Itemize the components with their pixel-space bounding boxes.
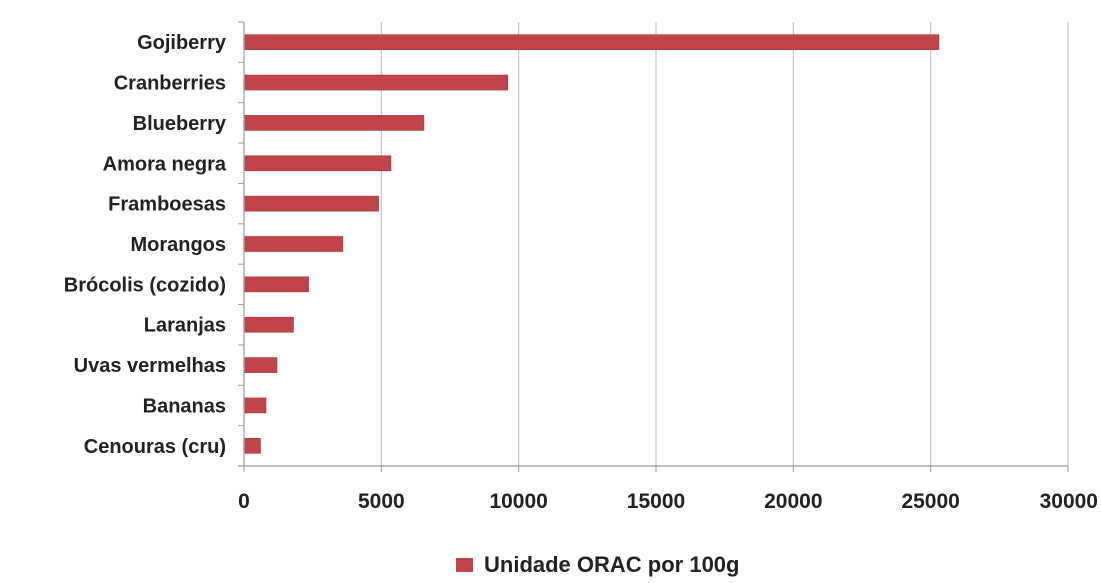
legend-label: Unidade ORAC por 100g bbox=[484, 552, 739, 577]
bar bbox=[244, 357, 278, 373]
category-label: Framboesas bbox=[108, 194, 226, 216]
x-tick-label: 30000 bbox=[1040, 490, 1098, 513]
x-tick-label: 10000 bbox=[489, 490, 547, 513]
x-tick-label: 15000 bbox=[627, 490, 685, 513]
bar bbox=[244, 155, 392, 172]
category-label: Bananas bbox=[143, 395, 226, 417]
bar bbox=[244, 397, 267, 414]
x-tick-label: 25000 bbox=[901, 490, 959, 513]
category-label: Uvas vermelhas bbox=[74, 355, 226, 377]
category-label: Amora negra bbox=[103, 153, 227, 175]
bar bbox=[244, 316, 294, 333]
bar bbox=[244, 195, 379, 212]
category-label: Cranberries bbox=[114, 73, 226, 95]
category-label: Morangos bbox=[130, 234, 226, 256]
category-label: Gojiberry bbox=[137, 32, 227, 54]
legend-swatch bbox=[456, 558, 473, 572]
x-tick-label: 0 bbox=[238, 490, 250, 513]
bar bbox=[244, 276, 309, 293]
bar bbox=[244, 115, 425, 131]
legend: Unidade ORAC por 100g bbox=[456, 552, 739, 577]
x-tick-labels: 0 5000 10000 15000 20000 25000 30000 bbox=[238, 490, 1098, 513]
category-label: Cenouras (cru) bbox=[84, 436, 226, 458]
bar bbox=[244, 74, 508, 91]
grid-lines bbox=[380, 22, 1069, 466]
category-labels: Gojiberry Cranberries Blueberry Amora negra… bbox=[64, 32, 227, 458]
bars bbox=[244, 34, 940, 454]
bar bbox=[244, 236, 344, 252]
bar bbox=[244, 438, 261, 454]
axes bbox=[238, 21, 1069, 472]
category-label: Blueberry bbox=[133, 113, 227, 135]
x-tick-label: 5000 bbox=[358, 490, 405, 513]
bar bbox=[244, 34, 940, 50]
category-label: Brócolis (cozido) bbox=[64, 274, 226, 296]
category-label: Laranjas bbox=[144, 315, 226, 337]
x-tick-label: 20000 bbox=[764, 490, 822, 513]
